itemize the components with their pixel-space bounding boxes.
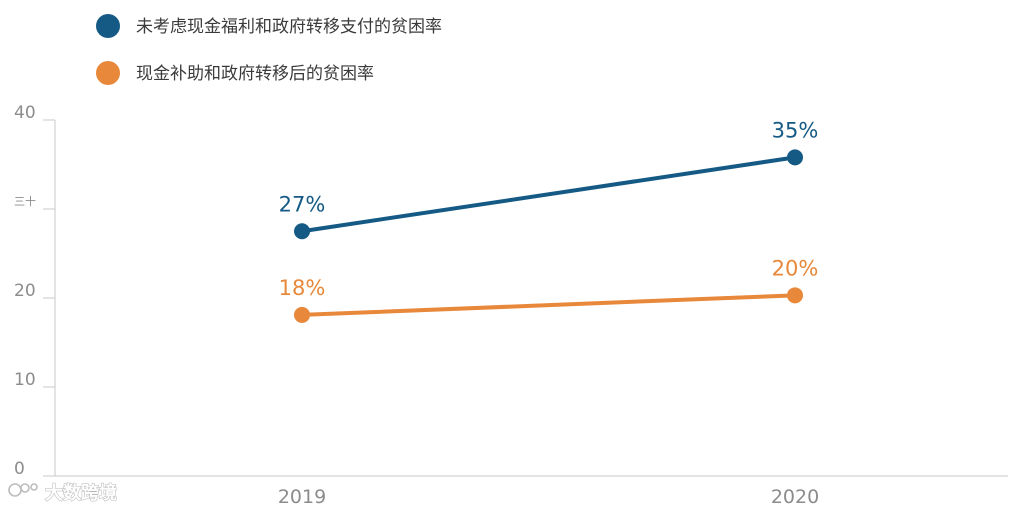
legend-marker-2 (96, 61, 120, 85)
data-label: 20% (772, 256, 819, 280)
x-tick-label: 2020 (771, 486, 819, 508)
x-tick-label: 2019 (278, 486, 326, 508)
y-ticks: 0 10 20 三十 40 (14, 103, 55, 479)
data-point (787, 287, 803, 304)
watermark: 大数跨境 (8, 482, 118, 505)
y-tick-label: 20 (14, 281, 36, 301)
legend-marker-1 (96, 14, 120, 38)
series-line-1 (300, 155, 797, 234)
y-tick-label: 10 (14, 370, 36, 390)
series-line-2 (300, 293, 797, 317)
data-point (294, 306, 310, 323)
axes (54, 120, 1008, 477)
y-tick-label: 0 (14, 459, 25, 479)
watermark-text: 大数跨境 (45, 482, 117, 504)
y-tick-label: 40 (14, 103, 36, 123)
data-label: 27% (279, 192, 326, 216)
x-ticks: 2019 2020 (278, 486, 819, 508)
y-tick-label: 三十 (14, 194, 36, 208)
legend-label-1: 未考虑现金福利和政府转移支付的贫困率 (136, 17, 442, 37)
legend-label-2: 现金补助和政府转移后的贫困率 (136, 64, 374, 84)
data-point (787, 149, 803, 166)
series-group: 27% 35% 18% 20% (279, 118, 819, 323)
data-point (294, 223, 310, 240)
data-label: 35% (772, 118, 819, 142)
logo-icon (8, 483, 38, 497)
data-label: 18% (279, 276, 326, 300)
